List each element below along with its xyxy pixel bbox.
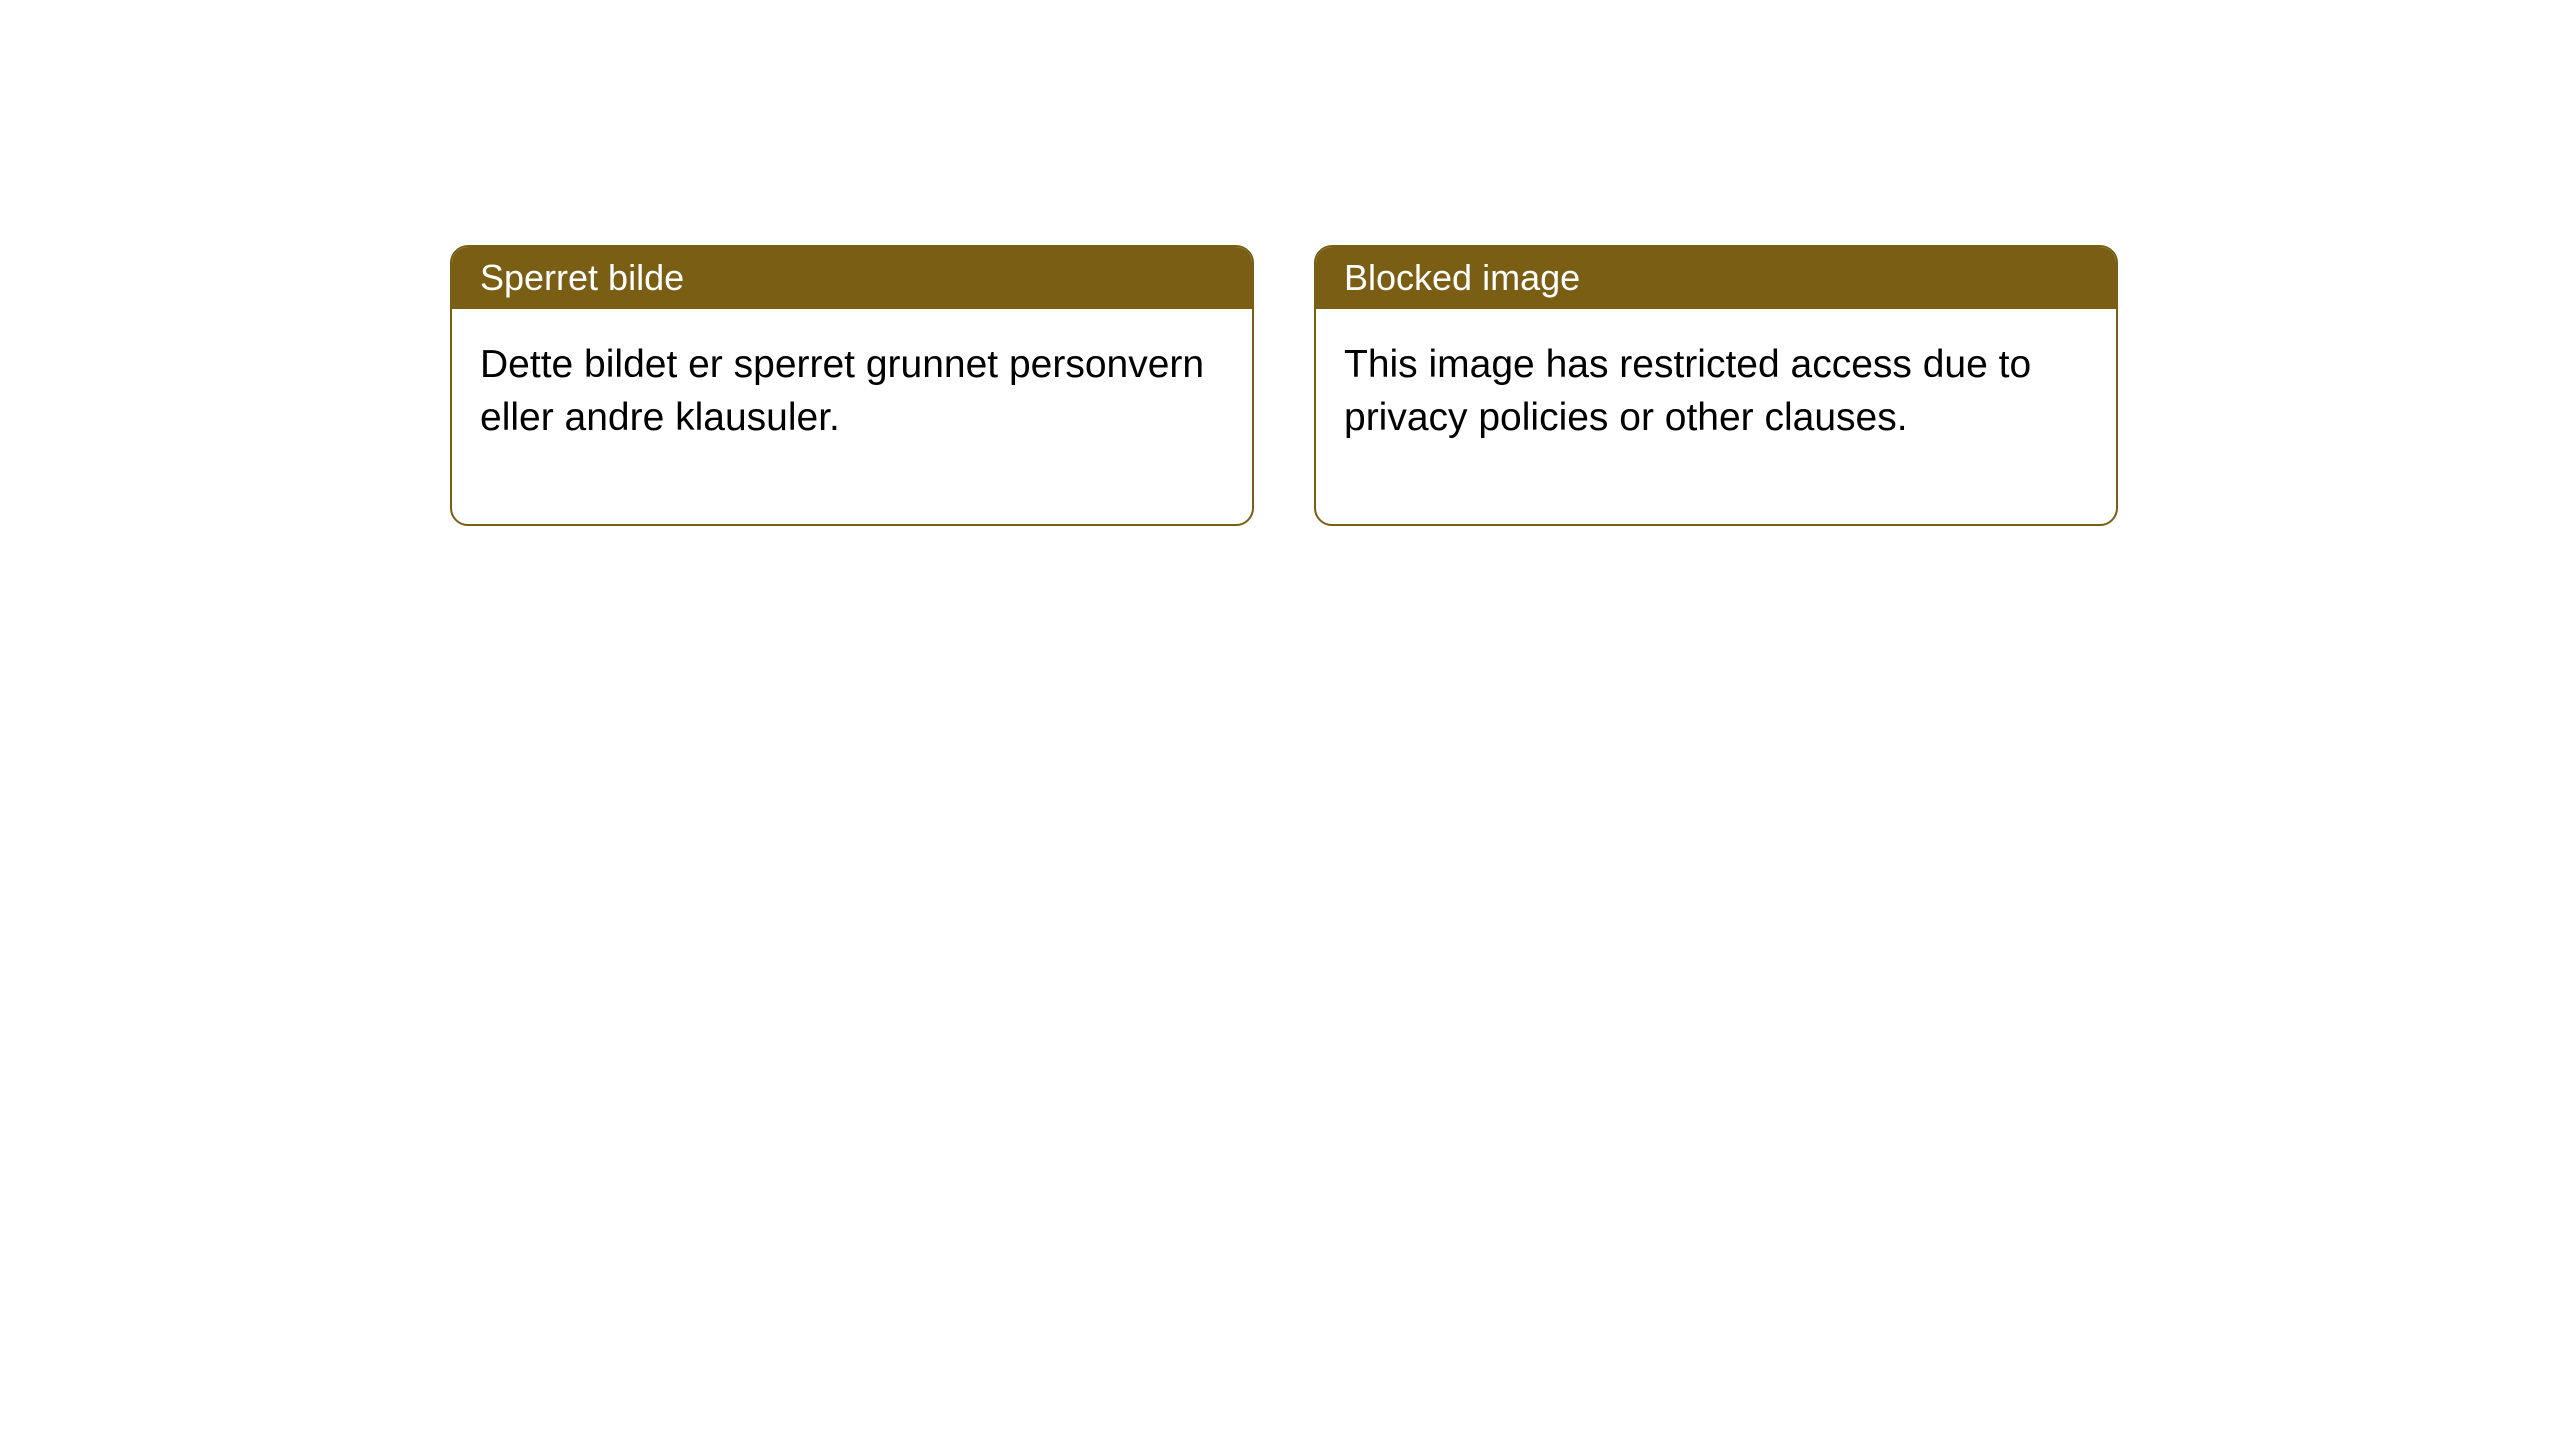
card-header: Blocked image bbox=[1316, 247, 2116, 309]
card-body-text: Dette bildet er sperret grunnet personve… bbox=[480, 343, 1204, 439]
card-title: Blocked image bbox=[1344, 257, 1580, 298]
notice-card-english: Blocked image This image has restricted … bbox=[1314, 245, 2118, 526]
card-title: Sperret bilde bbox=[480, 257, 684, 298]
notice-container: Sperret bilde Dette bildet er sperret gr… bbox=[0, 0, 2560, 526]
card-body: Dette bildet er sperret grunnet personve… bbox=[452, 309, 1252, 524]
card-body: This image has restricted access due to … bbox=[1316, 309, 2116, 524]
card-body-text: This image has restricted access due to … bbox=[1344, 343, 2031, 439]
card-header: Sperret bilde bbox=[452, 247, 1252, 309]
notice-card-norwegian: Sperret bilde Dette bildet er sperret gr… bbox=[450, 245, 1254, 526]
